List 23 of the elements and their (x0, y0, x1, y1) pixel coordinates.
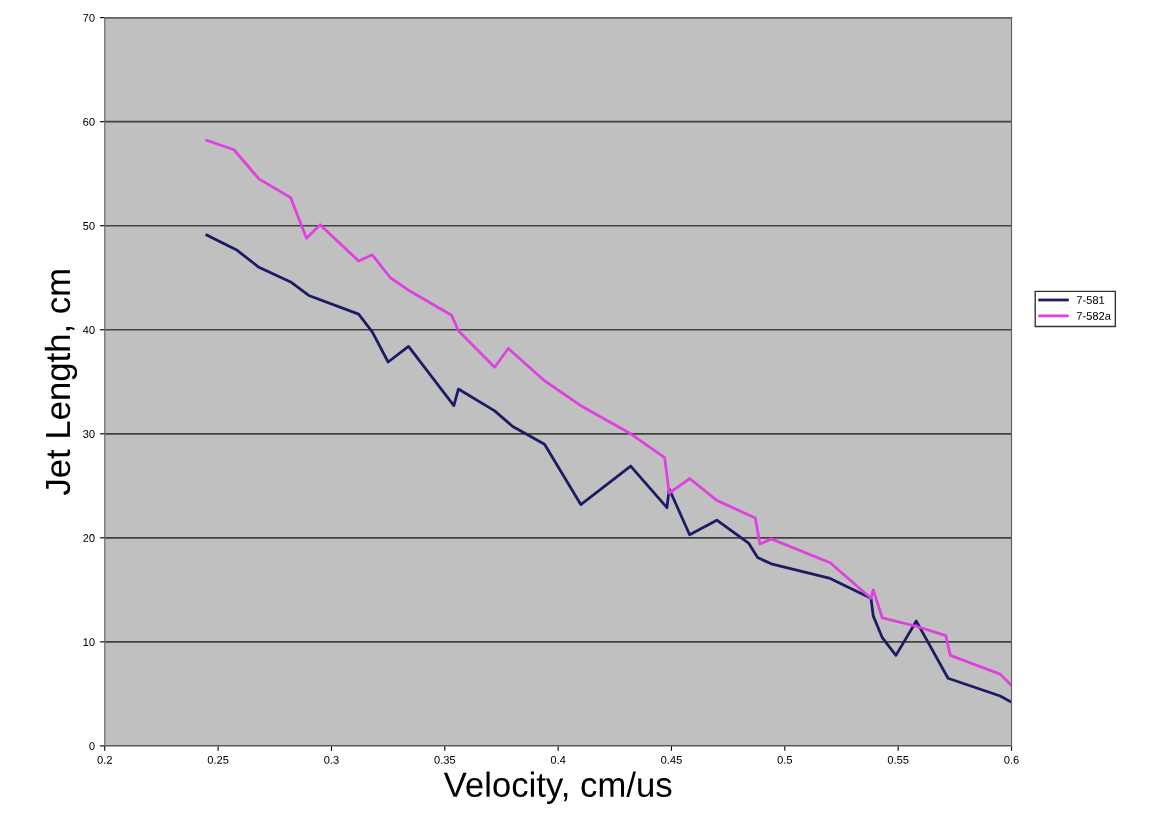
x-tick-label: 0.5 (777, 755, 793, 764)
line-series (205, 139, 1012, 687)
x-tick-label: 0.2 (97, 755, 112, 764)
y-tick-label: 10 (83, 638, 95, 647)
y-tick-label: 0 (89, 742, 95, 751)
line-series (205, 233, 1012, 704)
y-tick-label: 70 (83, 13, 95, 22)
x-axis-title: Velocity, cm/us (443, 771, 672, 804)
x-tick-label: 0.55 (887, 755, 909, 764)
x-tick-label: 0.3 (324, 755, 339, 764)
x-tick-label: 0.35 (434, 755, 456, 764)
x-tick-label: 0.4 (550, 755, 566, 764)
y-tick-label: 20 (83, 534, 95, 542)
y-tick-label: 30 (83, 430, 95, 438)
y-axis-title: Jet Length, cm (44, 270, 78, 496)
x-tick-label: 0.45 (661, 755, 682, 764)
legend-label: 7-582a (1076, 312, 1111, 320)
y-tick-label: 40 (82, 326, 95, 334)
legend-label: 7-581 (1076, 296, 1105, 304)
y-tick-label: 50 (83, 221, 95, 230)
y-tick-label: 60 (83, 117, 95, 126)
x-tick-label: 0.6 (1004, 755, 1019, 764)
x-tick-label: 0.25 (207, 755, 229, 764)
